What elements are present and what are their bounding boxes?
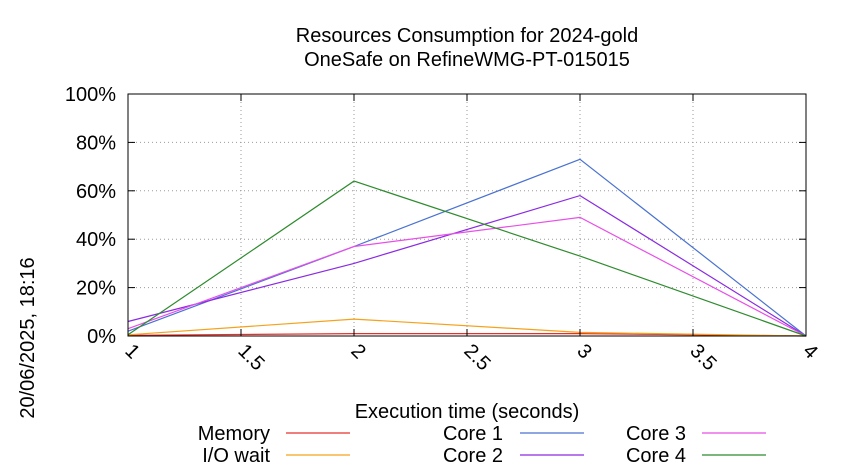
- chart-subtitle: OneSafe on RefineWMG-PT-015015: [304, 49, 630, 71]
- x-tick-label: 3.5: [685, 340, 720, 375]
- y-axis-ticks: 0% 20% 40% 60% 80% 100%: [65, 84, 806, 348]
- grid-lines: [128, 94, 806, 336]
- series-lines: [127, 158, 807, 337]
- legend-label: Core 3: [626, 423, 686, 445]
- y-tick-label: 80%: [76, 132, 116, 154]
- legend-label: I/O wait: [202, 445, 270, 467]
- y-tick-label: 100%: [65, 84, 116, 106]
- series-line-core-3: [127, 216, 807, 337]
- y-tick-label: 60%: [76, 181, 116, 203]
- legend-label: Core 4: [626, 445, 686, 467]
- x-tick-label: 4: [798, 340, 821, 363]
- series-line-core-2: [127, 194, 807, 337]
- legend-label: Memory: [198, 423, 270, 445]
- series-line-core-4: [127, 180, 807, 337]
- x-tick-label: 2.5: [459, 340, 494, 375]
- legend-label: Core 1: [443, 423, 503, 445]
- x-axis-label: Execution time (seconds): [355, 401, 580, 423]
- timestamp-label: 20/06/2025, 18:16: [17, 257, 39, 418]
- y-tick-label: 0%: [87, 326, 116, 348]
- x-tick-label: 3: [572, 340, 595, 363]
- series-line-core-1: [127, 158, 807, 337]
- x-tick-label: 1.5: [233, 340, 268, 375]
- chart-title: Resources Consumption for 2024-gold: [296, 25, 638, 47]
- x-tick-label: 2: [346, 340, 369, 363]
- x-tick-label: 1: [120, 340, 143, 363]
- legend-label: Core 2: [443, 445, 503, 467]
- y-tick-label: 20%: [76, 278, 116, 300]
- y-tick-label: 40%: [76, 229, 116, 251]
